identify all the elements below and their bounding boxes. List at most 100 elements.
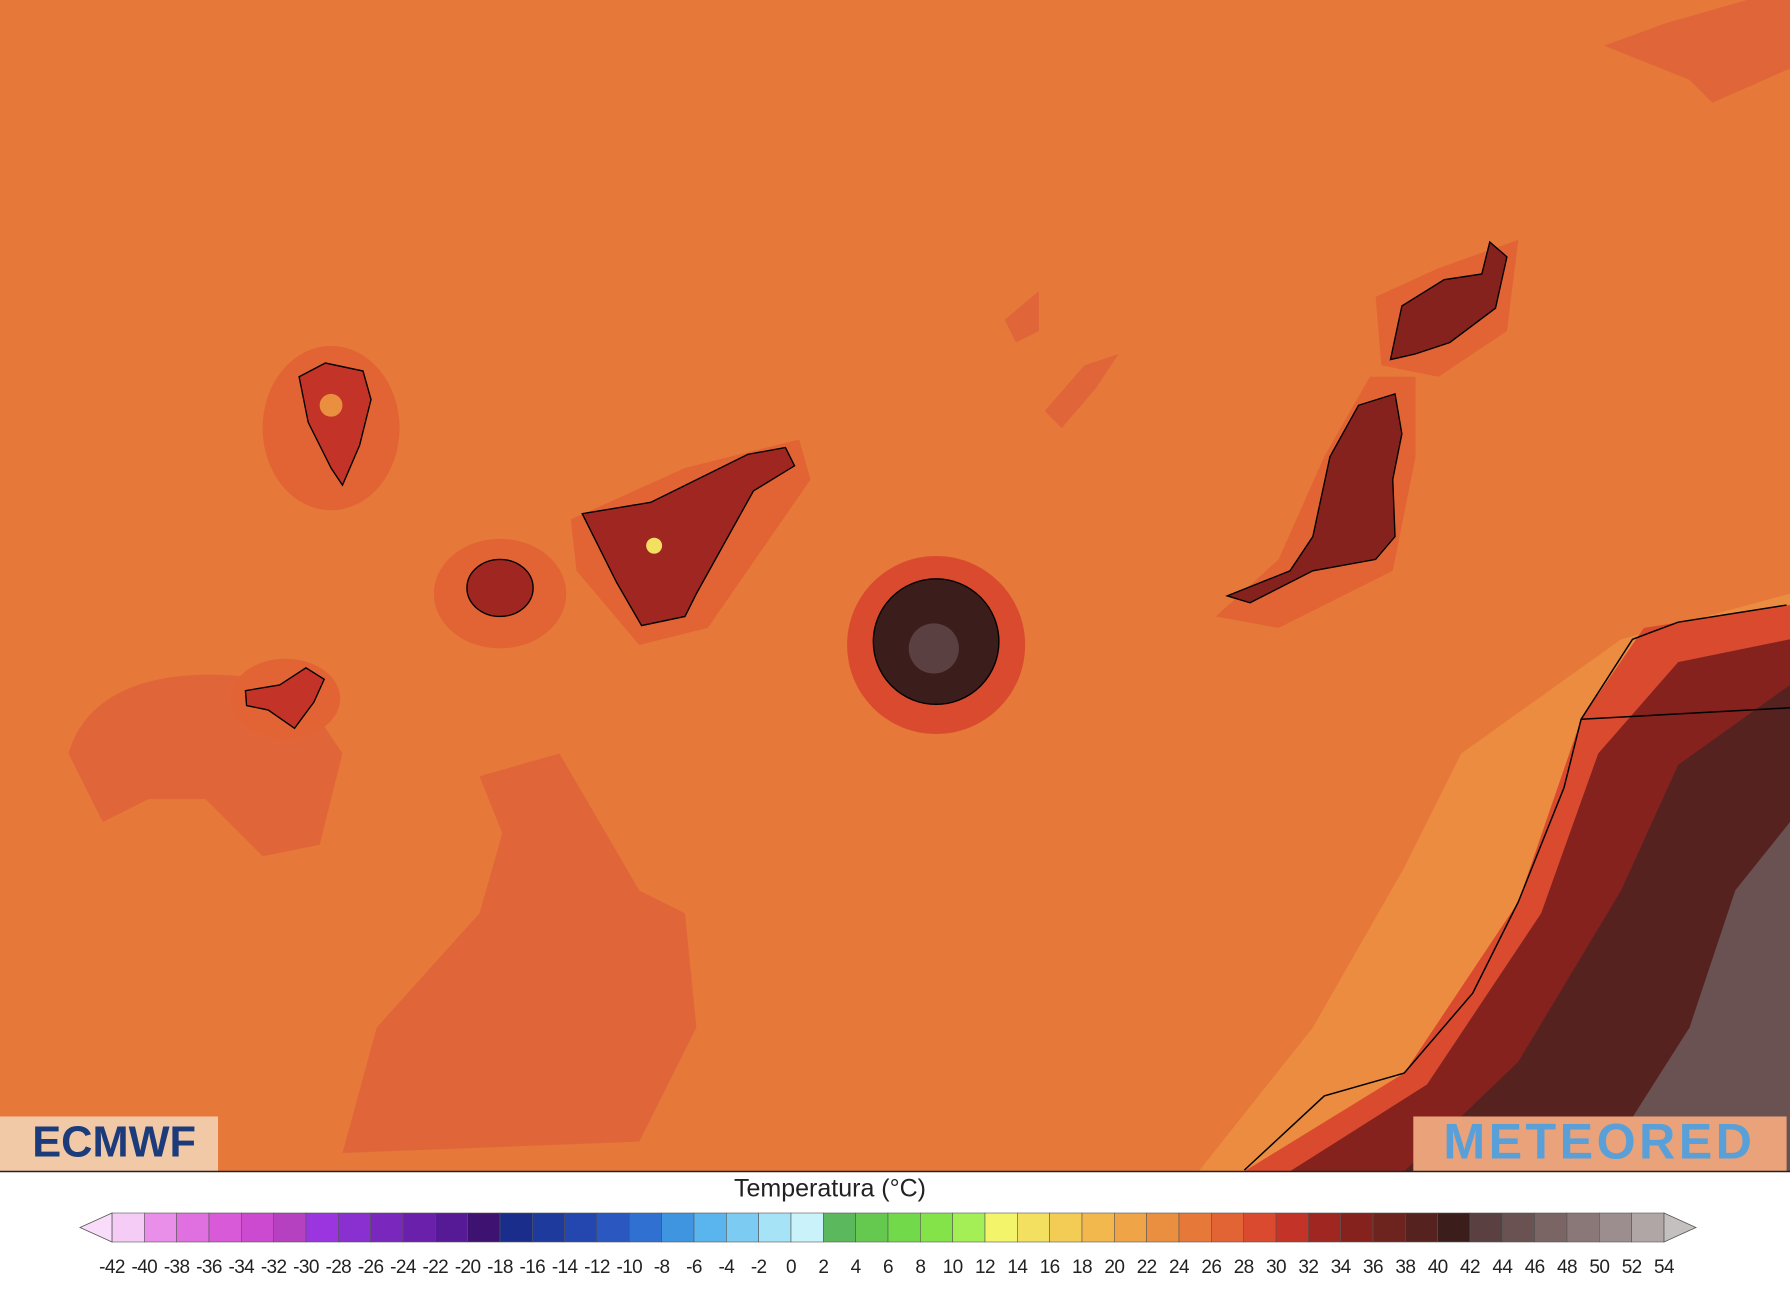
tick-label: 4 xyxy=(851,1257,862,1278)
tick-label: 24 xyxy=(1169,1257,1190,1278)
colorbar-over xyxy=(1663,1212,1697,1243)
colorbar-bin xyxy=(1049,1212,1083,1243)
colorbar-bin xyxy=(338,1212,371,1243)
colorbar-bin xyxy=(1534,1212,1568,1243)
tick-label: -2 xyxy=(751,1257,767,1278)
colorbar-bin xyxy=(1211,1212,1244,1243)
colorbar-bin xyxy=(370,1212,404,1243)
tick-label: -6 xyxy=(686,1257,702,1278)
tick-label: -24 xyxy=(390,1257,417,1278)
colorbar-under xyxy=(79,1212,113,1243)
colorbar-bin xyxy=(984,1212,1018,1243)
legend-title: Temperatura (°C) xyxy=(734,1175,926,1203)
colorbar-bin xyxy=(887,1212,921,1243)
colorbar-bin xyxy=(499,1212,533,1243)
tick-label: 52 xyxy=(1622,1257,1642,1278)
colorbar-bin xyxy=(1081,1212,1115,1243)
colorbar-bin xyxy=(467,1212,501,1243)
island-la-gomera xyxy=(466,558,534,618)
colorbar-bin xyxy=(920,1212,953,1243)
tick-label: 34 xyxy=(1331,1257,1352,1278)
tick-label: 48 xyxy=(1557,1257,1577,1278)
tick-label: 42 xyxy=(1460,1257,1480,1278)
tick-label: -10 xyxy=(616,1257,642,1278)
tick-label: -42 xyxy=(99,1257,125,1278)
colorbar-bin xyxy=(402,1212,436,1243)
colorbar-bin xyxy=(144,1212,177,1243)
tick-label: 10 xyxy=(943,1257,963,1278)
tick-label: -26 xyxy=(358,1257,384,1278)
tick-label: -40 xyxy=(131,1257,157,1278)
colorbar-bin xyxy=(1566,1212,1600,1243)
tick-label: 12 xyxy=(975,1257,995,1278)
colorbar-bin xyxy=(435,1212,468,1243)
colorbar-bin xyxy=(273,1212,307,1243)
tick-label: 54 xyxy=(1654,1257,1675,1278)
tick-label: -16 xyxy=(519,1257,545,1278)
tick-label: 8 xyxy=(915,1257,925,1278)
island-lanzarote xyxy=(1389,240,1508,361)
colorbar-bin xyxy=(1243,1212,1277,1243)
colorbar-bin xyxy=(1405,1212,1438,1243)
colorbar-bin xyxy=(532,1212,565,1243)
island-la-palma xyxy=(298,362,372,487)
colorbar-bin xyxy=(1599,1212,1632,1243)
island-tenerife xyxy=(581,446,796,627)
cool-patch xyxy=(1004,291,1039,343)
cool-patch xyxy=(1044,353,1119,429)
colorbar-bin xyxy=(952,1212,986,1243)
colorbar-bin xyxy=(564,1212,598,1243)
tick-label: -8 xyxy=(654,1257,670,1278)
colorbar-bin xyxy=(1502,1212,1535,1243)
tick-label: -18 xyxy=(487,1257,513,1278)
tick-label: 30 xyxy=(1266,1257,1286,1278)
colorbar-bin xyxy=(1275,1212,1309,1243)
tick-label: 36 xyxy=(1363,1257,1383,1278)
colorbar-bin xyxy=(1340,1212,1374,1243)
tick-label: -30 xyxy=(293,1257,319,1278)
peak xyxy=(908,623,959,674)
tick-label: -12 xyxy=(584,1257,610,1278)
colorbar-bin xyxy=(1114,1212,1147,1243)
colorbar-bin xyxy=(111,1212,145,1243)
tick-label: -28 xyxy=(325,1257,351,1278)
colorbar: -42 -40 -38 -36 -34 -32 -30 -28 -26 -24 -22 -20 -18-… xyxy=(79,1212,1697,1278)
colorbar-bin xyxy=(1178,1212,1212,1243)
colorbar-bin xyxy=(241,1212,274,1243)
tick-label: 28 xyxy=(1234,1257,1254,1278)
colorbar-bin xyxy=(1372,1212,1406,1243)
colorbar-bin xyxy=(1631,1212,1665,1243)
colorbar-bin xyxy=(176,1212,210,1243)
logo-box xyxy=(0,1116,219,1172)
tick-label: 18 xyxy=(1072,1257,1092,1278)
border xyxy=(1581,707,1790,720)
tick-label: 0 xyxy=(786,1257,796,1278)
tick-label: -32 xyxy=(261,1257,287,1278)
tick-label: 50 xyxy=(1589,1257,1609,1278)
tick-label: 6 xyxy=(883,1257,893,1278)
tick-label: 20 xyxy=(1104,1257,1124,1278)
tick-label: -4 xyxy=(718,1257,735,1278)
tick-label: 16 xyxy=(1040,1257,1060,1278)
colorbar-bin xyxy=(661,1212,695,1243)
cool-patch xyxy=(1603,0,1790,103)
tick-label: 46 xyxy=(1525,1257,1545,1278)
land-hottest xyxy=(1598,821,1790,1172)
colorbar-bin xyxy=(790,1212,824,1243)
colorbar-bin xyxy=(596,1212,630,1243)
tick-label: 32 xyxy=(1298,1257,1318,1278)
map-area: ECMWF METEORED xyxy=(0,0,1790,1172)
tick-label: 44 xyxy=(1492,1257,1513,1278)
tick-label: 40 xyxy=(1428,1257,1448,1278)
colorbar-bin xyxy=(305,1212,339,1243)
logo-ecmwf: ECMWF xyxy=(32,1118,196,1166)
tick-label: -36 xyxy=(196,1257,222,1278)
tick-label: 26 xyxy=(1201,1257,1221,1278)
cool-patch xyxy=(342,753,697,1154)
logo-box xyxy=(1413,1116,1787,1172)
coastline xyxy=(1243,604,1787,1171)
tick-label: -38 xyxy=(164,1257,190,1278)
tick-label: 38 xyxy=(1395,1257,1415,1278)
colorbar-bin xyxy=(1146,1212,1180,1243)
